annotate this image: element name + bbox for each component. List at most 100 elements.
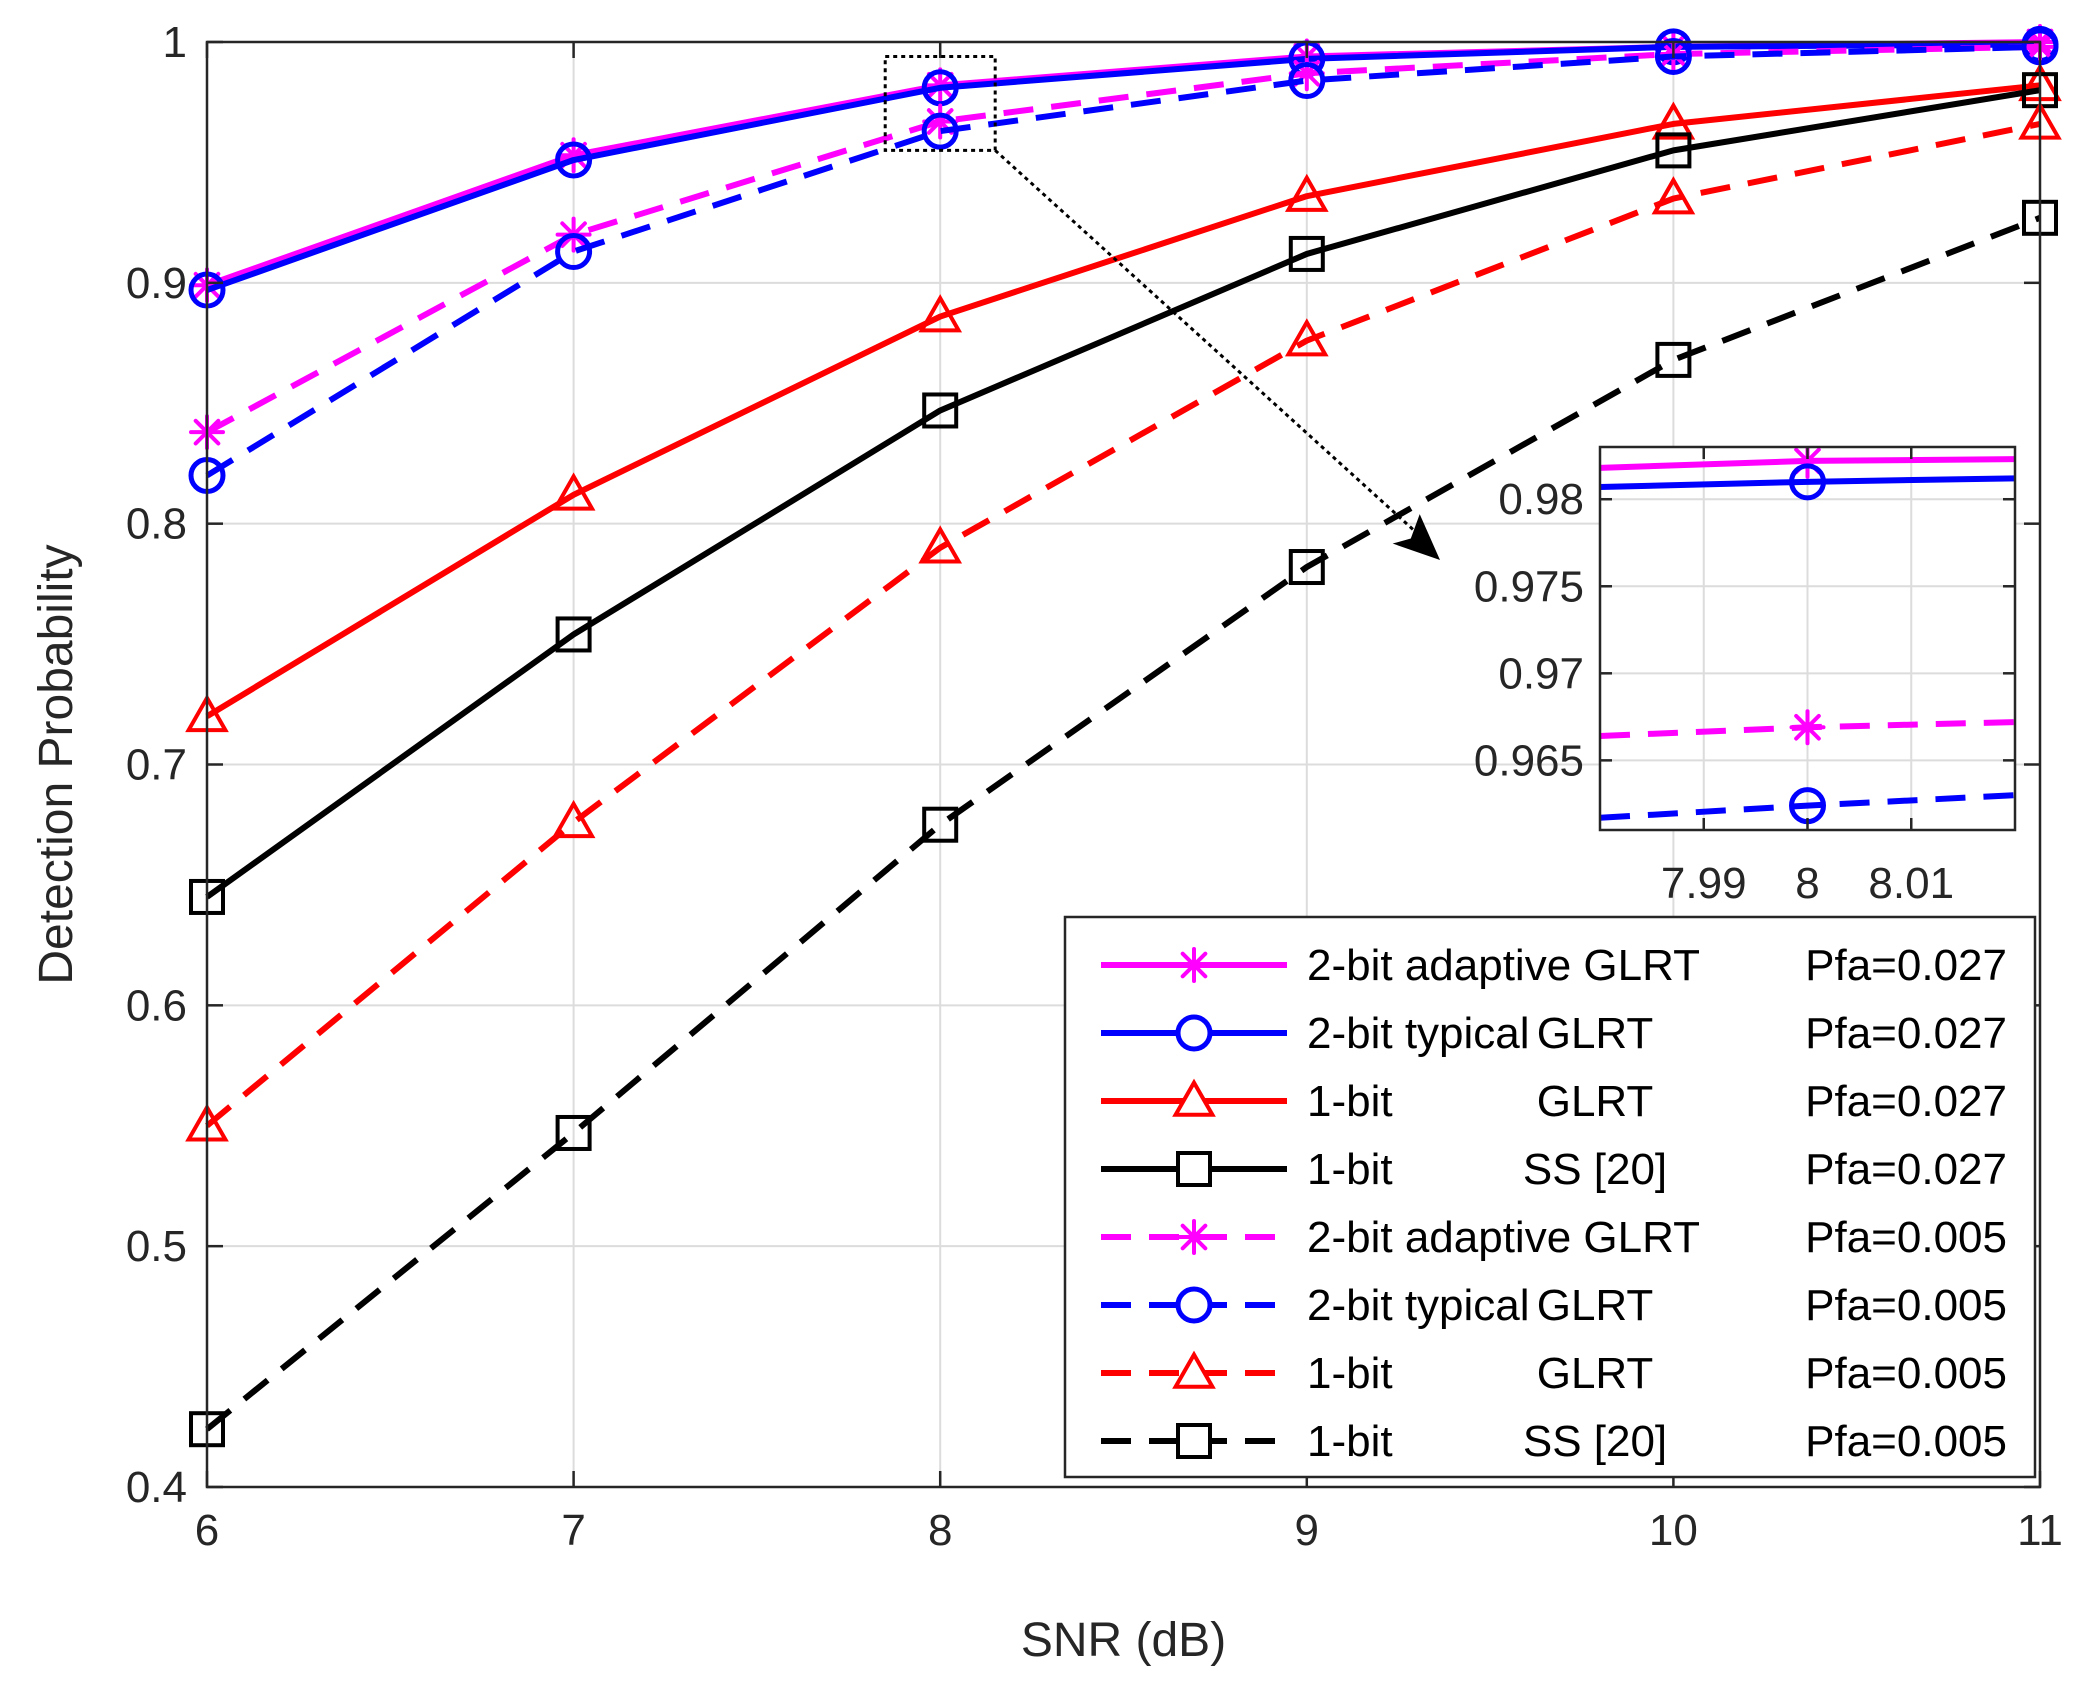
- data-point-marker: [1655, 341, 1692, 378]
- data-point-marker: [551, 472, 596, 511]
- zoom-arrowhead: [1392, 514, 1440, 560]
- x-tick-label: 6: [195, 1506, 219, 1555]
- legend-series-pfa: Pfa=0.027: [1805, 941, 2007, 990]
- data-point-marker: [922, 392, 959, 429]
- legend-entry: 1-bit SS [20] Pfa=0.027: [1101, 1145, 2007, 1194]
- data-point-marker: [555, 141, 593, 179]
- legend-series-method: SS [20]: [1523, 1145, 1667, 1194]
- legend-series-name: 2-bit typical: [1307, 1009, 1530, 1058]
- legend-marker: [1172, 1078, 1216, 1117]
- inset-y-tick-label: 0.965: [1474, 736, 1584, 785]
- data-point-marker: [1655, 132, 1692, 169]
- data-point-marker: [1288, 235, 1325, 272]
- data-point-marker: [1651, 176, 1696, 215]
- data-point-marker: [1284, 173, 1329, 212]
- y-tick-label: 0.8: [126, 500, 187, 549]
- x-axis-label: SNR (dB): [1021, 1614, 1226, 1667]
- data-point-marker: [1288, 549, 1325, 586]
- series-8: [189, 199, 2058, 1448]
- inset-data-point-marker: [1789, 709, 1826, 746]
- y-tick-label: 0.5: [126, 1222, 187, 1271]
- data-point-marker: [555, 1114, 592, 1151]
- series-line: [205, 43, 2041, 435]
- legend-series-pfa: Pfa=0.005: [1805, 1417, 2007, 1466]
- x-tick-label: 9: [1295, 1506, 1319, 1555]
- inset-series-2: [1600, 463, 2015, 501]
- legend-entry: 2-bit adaptive GLRT Pfa=0.027: [1101, 941, 2007, 990]
- legend-entry: 1-bit GLRT Pfa=0.027: [1101, 1077, 2007, 1126]
- series-line: [205, 215, 2042, 1432]
- inset-data-point-marker: [1789, 463, 1826, 501]
- legend-series-method: SS [20]: [1523, 1417, 1667, 1466]
- y-tick-label: 1: [163, 18, 187, 67]
- data-point-marker: [1284, 318, 1329, 357]
- legend-series-pfa: Pfa=0.027: [1805, 1077, 2007, 1126]
- data-point-marker: [918, 294, 963, 333]
- series-line: [205, 120, 2041, 1129]
- data-point-marker: [922, 806, 959, 843]
- legend-series-pfa: Pfa=0.005: [1805, 1349, 2007, 1398]
- legend-marker: [1172, 1350, 1216, 1389]
- legend-series-method: GLRT: [1537, 1281, 1654, 1330]
- x-tick-label: 7: [561, 1506, 585, 1555]
- x-tick-label: 10: [1649, 1506, 1698, 1555]
- y-tick-label: 0.4: [126, 1463, 187, 1512]
- legend-entry: 2-bit typical GLRT Pfa=0.005: [1101, 1281, 2007, 1330]
- legend-entry: 2-bit adaptive GLRT Pfa=0.005: [1101, 1213, 2007, 1262]
- legend-series-name: 2-bit typical: [1307, 1281, 1530, 1330]
- legend-box: [1063, 915, 2037, 1479]
- inset-y-tick-label: 0.975: [1474, 562, 1584, 611]
- zoom-arrow: [994, 149, 1420, 536]
- inset-x-tick-label: 8: [1795, 859, 1819, 908]
- inset-x-tick-label: 8.01: [1868, 859, 1954, 908]
- series-line: [205, 82, 2041, 719]
- legend-marker: [1176, 947, 1212, 983]
- data-point-marker: [1288, 62, 1326, 100]
- main-ticks: 6 7 8 9 10 11 0.4 0.5 0.6 0.7 0.8 0.9 1: [126, 18, 2063, 1555]
- inset-x-tick-label: 7.99: [1661, 859, 1747, 908]
- legend-series-name: 2-bit adaptive GLRT: [1307, 941, 1700, 990]
- legend-marker: [1176, 1151, 1212, 1187]
- data-point-marker: [551, 799, 596, 839]
- inset-y-tick-label: 0.98: [1498, 475, 1584, 524]
- legend-series-pfa: Pfa=0.005: [1805, 1281, 2007, 1330]
- legend-marker: [1176, 1219, 1212, 1255]
- zoom-region-box: [883, 54, 997, 152]
- legend-series-pfa: Pfa=0.027: [1805, 1145, 2007, 1194]
- legend-series-method: GLRT: [1537, 1009, 1654, 1058]
- legend-marker: [1176, 1423, 1212, 1459]
- legend-series-pfa: Pfa=0.027: [1805, 1009, 2007, 1058]
- legend-entry: 1-bit SS [20] Pfa=0.005: [1101, 1417, 2007, 1466]
- legend-marker: [1175, 1014, 1213, 1052]
- y-tick-label: 0.7: [126, 741, 187, 790]
- y-axis-label: Detection Probability: [30, 544, 83, 984]
- data-point-marker: [921, 112, 959, 150]
- legend-series-name: 1-bit: [1307, 1417, 1393, 1466]
- inset-y-tick-label: 0.97: [1498, 649, 1584, 698]
- x-tick-label: 8: [928, 1506, 952, 1555]
- inset-series-line: [1600, 792, 2015, 821]
- legend-entry: 2-bit typical GLRT Pfa=0.027: [1101, 1009, 2007, 1058]
- legend-series-method: GLRT: [1537, 1349, 1654, 1398]
- series-line: [205, 87, 2041, 900]
- data-point-marker: [555, 616, 592, 653]
- data-point-marker: [555, 233, 593, 271]
- legend-series-method: GLRT: [1537, 1077, 1654, 1126]
- data-point-marker: [1651, 101, 1696, 140]
- series-line: [205, 41, 2041, 293]
- inset-series-3: [1600, 709, 2015, 746]
- y-tick-label: 0.6: [126, 981, 187, 1030]
- series-line: [205, 43, 2041, 479]
- series-4: [189, 72, 2058, 915]
- inset-series-line: [1600, 475, 2015, 491]
- main-series-group: [185, 24, 2062, 1448]
- legend-series-name: 1-bit: [1307, 1077, 1393, 1126]
- legend-series-pfa: Pfa=0.005: [1805, 1213, 2007, 1262]
- inset-zoom-plot: 7.99 8 8.01 0.965 0.97 0.975 0.98: [1474, 445, 2017, 908]
- legend-series-name: 1-bit: [1307, 1349, 1393, 1398]
- legend-entry: 1-bit GLRT Pfa=0.005: [1101, 1349, 2007, 1398]
- legend-series-name: 1-bit: [1307, 1145, 1393, 1194]
- data-point-marker: [918, 525, 963, 564]
- x-tick-label: 11: [2017, 1506, 2063, 1555]
